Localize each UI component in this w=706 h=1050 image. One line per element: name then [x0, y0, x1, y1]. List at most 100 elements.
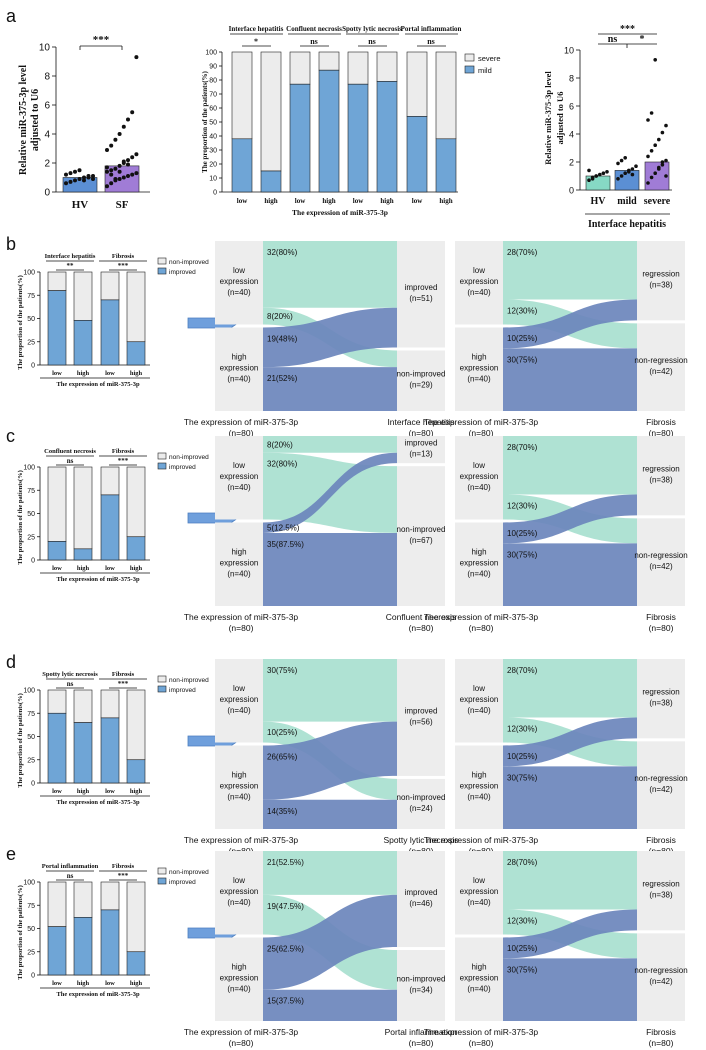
sankey-flow-label: 30(75%) [507, 355, 538, 364]
bar-non-improved [100, 466, 120, 496]
sankey-flow-label: 10(25%) [507, 752, 538, 761]
sig-label: *** [620, 24, 635, 35]
sankey-flow [503, 299, 637, 349]
y-tick-label: 25 [27, 339, 35, 346]
sankey-node-label: improved [405, 706, 438, 715]
bar-improved [47, 541, 67, 561]
y-tick-label: 60 [209, 106, 217, 113]
y-tick-label: 50 [27, 926, 35, 933]
sankey-node-label: (n=42) [649, 977, 673, 986]
sankey-node-label: expression [460, 558, 499, 567]
x-tick-label: high [130, 565, 143, 572]
bar-non-improved [126, 881, 146, 953]
sankey-flow-label: 21(52.5%) [267, 858, 304, 867]
sankey-flow-label: 12(30%) [507, 916, 538, 925]
y-tick-label: 8 [569, 74, 574, 84]
sankey-node-label: expression [460, 472, 499, 481]
data-point [134, 55, 139, 60]
sankey-caption: (n=80) [229, 428, 254, 438]
y-tick-label: 50 [27, 734, 35, 741]
sankey-node-label: (n=40) [227, 706, 251, 715]
bar-non-improved [73, 881, 93, 918]
x-tick-label: low [52, 565, 62, 572]
sankey-node-label: high [231, 962, 246, 971]
data-point [660, 160, 665, 164]
sankey-node-label: improved [405, 888, 438, 897]
data-point [634, 164, 638, 168]
panel-label-d: d [6, 652, 16, 672]
data-point [134, 171, 139, 176]
legend-label: mild [478, 66, 492, 75]
bar-non-improved [47, 466, 67, 542]
sankey-node-label: low [233, 876, 245, 885]
sankey-node-label: expression [220, 695, 259, 704]
data-point [117, 132, 122, 136]
y-tick-label: 75 [27, 711, 35, 718]
sankey-node-label: high [231, 770, 246, 779]
sankey-node-label: expression [220, 558, 259, 567]
y-axis-label: The proportion of the patients(%) [17, 693, 24, 788]
sankey-node-label: (n=40) [467, 569, 491, 578]
sankey-node-label: (n=51) [409, 294, 433, 303]
x-tick-label: HV [72, 199, 89, 211]
sankey-flow-label: 30(75%) [507, 965, 538, 974]
x-tick-label: high [264, 197, 277, 205]
legend-label: non-improved [169, 869, 209, 876]
sankey-flow [503, 241, 637, 300]
data-point [73, 178, 77, 183]
chart-a1: 0 2 4 6 8 10 Relative miR-375-3p level adjusted… [18, 34, 150, 211]
sankey-node-right-1 [397, 436, 445, 464]
bar-improved [126, 759, 146, 784]
y-tick-label: 100 [23, 880, 35, 887]
bar-improved [100, 909, 120, 976]
sankey-flow-label: 21(52%) [267, 374, 298, 383]
sankey-node-label: regression [642, 688, 679, 697]
sankey-node-label: non-regression [634, 356, 687, 365]
sankey-node-high [215, 327, 263, 411]
sankey-flow-label: 25(62.5%) [267, 945, 304, 954]
sankey-node-label: expression [220, 472, 259, 481]
sankey-node-right-1 [397, 851, 445, 948]
legend-swatch-improved [157, 462, 167, 470]
y-axis-label: The proportion of the patients(%) [201, 70, 209, 172]
sankey-caption: (n=80) [649, 428, 674, 438]
data-point [73, 169, 77, 174]
group-title: Portal inflammation [401, 25, 462, 33]
sankey-node-label: (n=40) [227, 984, 251, 993]
x-tick-label: high [77, 565, 90, 572]
sankey-node-label: expression [460, 781, 499, 790]
sankey-node-high [455, 522, 503, 606]
sankey-flow-label: 28(70%) [507, 248, 538, 257]
sankey-node-low [455, 851, 503, 935]
sankey-flow-label: 12(30%) [507, 724, 538, 733]
data-point [627, 170, 631, 174]
data-point [113, 137, 118, 142]
sankey-flow [263, 851, 397, 895]
data-point [619, 158, 624, 163]
sankey-node-label: expression [460, 887, 499, 896]
sankey-flow-label: 10(25%) [507, 944, 538, 953]
x-tick-label: low [52, 980, 62, 987]
group-title: Interface hepatitis [45, 253, 96, 260]
sankey-node-label: (n=13) [409, 450, 433, 459]
data-point [653, 171, 657, 175]
sankey-node-label: expression [460, 277, 499, 286]
sankey-caption: Spotty lytic necrosis [383, 835, 458, 845]
sankey-flow [263, 241, 397, 308]
chart-a3: 0 2 4 6 8 10 Relative miR-375-3p level adjusted… [543, 24, 672, 230]
sankey-caption: The expression of miR-375-3p [184, 835, 299, 845]
y-tick-label: 25 [27, 949, 35, 956]
sankey-flow [263, 721, 397, 800]
y-tick-label: 30 [209, 148, 217, 155]
data-point [616, 161, 620, 166]
sankey-flow [263, 799, 397, 829]
sankey-node-label: high [471, 547, 486, 556]
sankey-node-label: expression [460, 973, 499, 982]
bar-mild [260, 170, 282, 193]
group-title: Portal inflammation [42, 863, 99, 870]
sankey-caption: Fibrosis [646, 417, 676, 427]
y-tick-label: 2 [569, 158, 574, 168]
sankey-caption: (n=80) [229, 1038, 254, 1048]
